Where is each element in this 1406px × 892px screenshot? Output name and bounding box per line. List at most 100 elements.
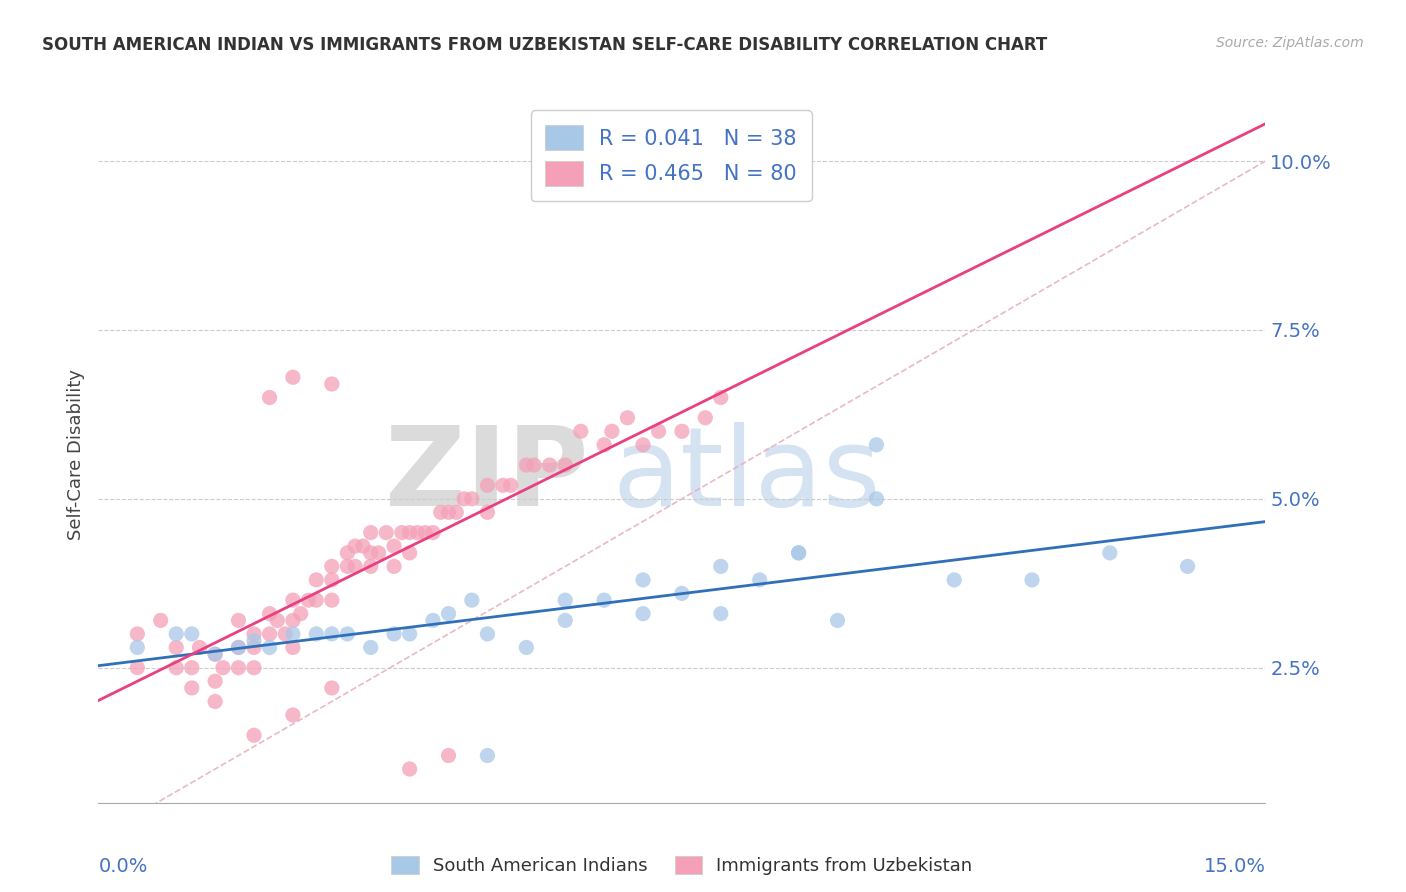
- Point: [865, 438, 887, 452]
- Point: [492, 478, 515, 492]
- Point: [352, 539, 374, 553]
- Point: [631, 607, 654, 621]
- Point: [228, 640, 250, 655]
- Point: [748, 573, 770, 587]
- Point: [243, 633, 266, 648]
- Point: [538, 458, 561, 472]
- Point: [523, 458, 546, 472]
- Point: [360, 640, 382, 655]
- Point: [274, 627, 297, 641]
- Point: [305, 573, 328, 587]
- Point: [321, 681, 343, 695]
- Point: [127, 661, 149, 675]
- Point: [180, 661, 202, 675]
- Point: [281, 627, 304, 641]
- Point: [413, 525, 436, 540]
- Point: [453, 491, 475, 506]
- Point: [228, 661, 250, 675]
- Point: [477, 505, 499, 519]
- Point: [1021, 573, 1043, 587]
- Point: [593, 438, 616, 452]
- Text: Source: ZipAtlas.com: Source: ZipAtlas.com: [1216, 36, 1364, 50]
- Point: [398, 525, 420, 540]
- Point: [321, 573, 343, 587]
- Point: [360, 525, 382, 540]
- Point: [787, 546, 810, 560]
- Point: [305, 593, 328, 607]
- Point: [382, 627, 405, 641]
- Point: [600, 424, 623, 438]
- Point: [344, 559, 367, 574]
- Point: [943, 573, 966, 587]
- Point: [710, 607, 733, 621]
- Point: [671, 586, 693, 600]
- Point: [554, 593, 576, 607]
- Text: atlas: atlas: [612, 422, 880, 529]
- Point: [259, 640, 281, 655]
- Point: [127, 627, 149, 641]
- Point: [865, 491, 887, 506]
- Point: [321, 627, 343, 641]
- Point: [391, 525, 413, 540]
- Point: [515, 458, 537, 472]
- Point: [375, 525, 398, 540]
- Point: [297, 593, 319, 607]
- Point: [204, 647, 226, 661]
- Point: [165, 661, 187, 675]
- Point: [437, 607, 460, 621]
- Point: [321, 376, 343, 391]
- Point: [321, 559, 343, 574]
- Point: [554, 458, 576, 472]
- Point: [1177, 559, 1199, 574]
- Point: [461, 491, 484, 506]
- Point: [593, 593, 616, 607]
- Point: [437, 748, 460, 763]
- Point: [499, 478, 522, 492]
- Point: [616, 410, 638, 425]
- Point: [149, 614, 172, 628]
- Point: [515, 640, 537, 655]
- Point: [266, 614, 288, 628]
- Point: [429, 505, 451, 519]
- Point: [243, 728, 266, 742]
- Point: [243, 627, 266, 641]
- Point: [446, 505, 468, 519]
- Point: [281, 370, 304, 384]
- Point: [228, 640, 250, 655]
- Point: [360, 559, 382, 574]
- Text: SOUTH AMERICAN INDIAN VS IMMIGRANTS FROM UZBEKISTAN SELF-CARE DISABILITY CORRELA: SOUTH AMERICAN INDIAN VS IMMIGRANTS FROM…: [42, 36, 1047, 54]
- Point: [180, 627, 202, 641]
- Text: 15.0%: 15.0%: [1204, 857, 1265, 876]
- Point: [477, 478, 499, 492]
- Point: [344, 539, 367, 553]
- Point: [631, 573, 654, 587]
- Point: [710, 391, 733, 405]
- Legend: South American Indians, Immigrants from Uzbekistan: South American Indians, Immigrants from …: [382, 847, 981, 884]
- Point: [631, 438, 654, 452]
- Point: [398, 627, 420, 641]
- Point: [360, 546, 382, 560]
- Point: [243, 661, 266, 675]
- Point: [259, 607, 281, 621]
- Point: [554, 614, 576, 628]
- Point: [827, 614, 849, 628]
- Point: [710, 559, 733, 574]
- Point: [281, 614, 304, 628]
- Text: 0.0%: 0.0%: [98, 857, 148, 876]
- Point: [787, 546, 810, 560]
- Point: [398, 546, 420, 560]
- Point: [1098, 546, 1121, 560]
- Text: ZIP: ZIP: [385, 422, 589, 529]
- Point: [165, 640, 187, 655]
- Point: [243, 640, 266, 655]
- Point: [367, 546, 389, 560]
- Point: [477, 627, 499, 641]
- Point: [305, 627, 328, 641]
- Point: [461, 593, 484, 607]
- Point: [127, 640, 149, 655]
- Point: [290, 607, 312, 621]
- Point: [382, 559, 405, 574]
- Point: [406, 525, 429, 540]
- Point: [281, 708, 304, 723]
- Point: [281, 593, 304, 607]
